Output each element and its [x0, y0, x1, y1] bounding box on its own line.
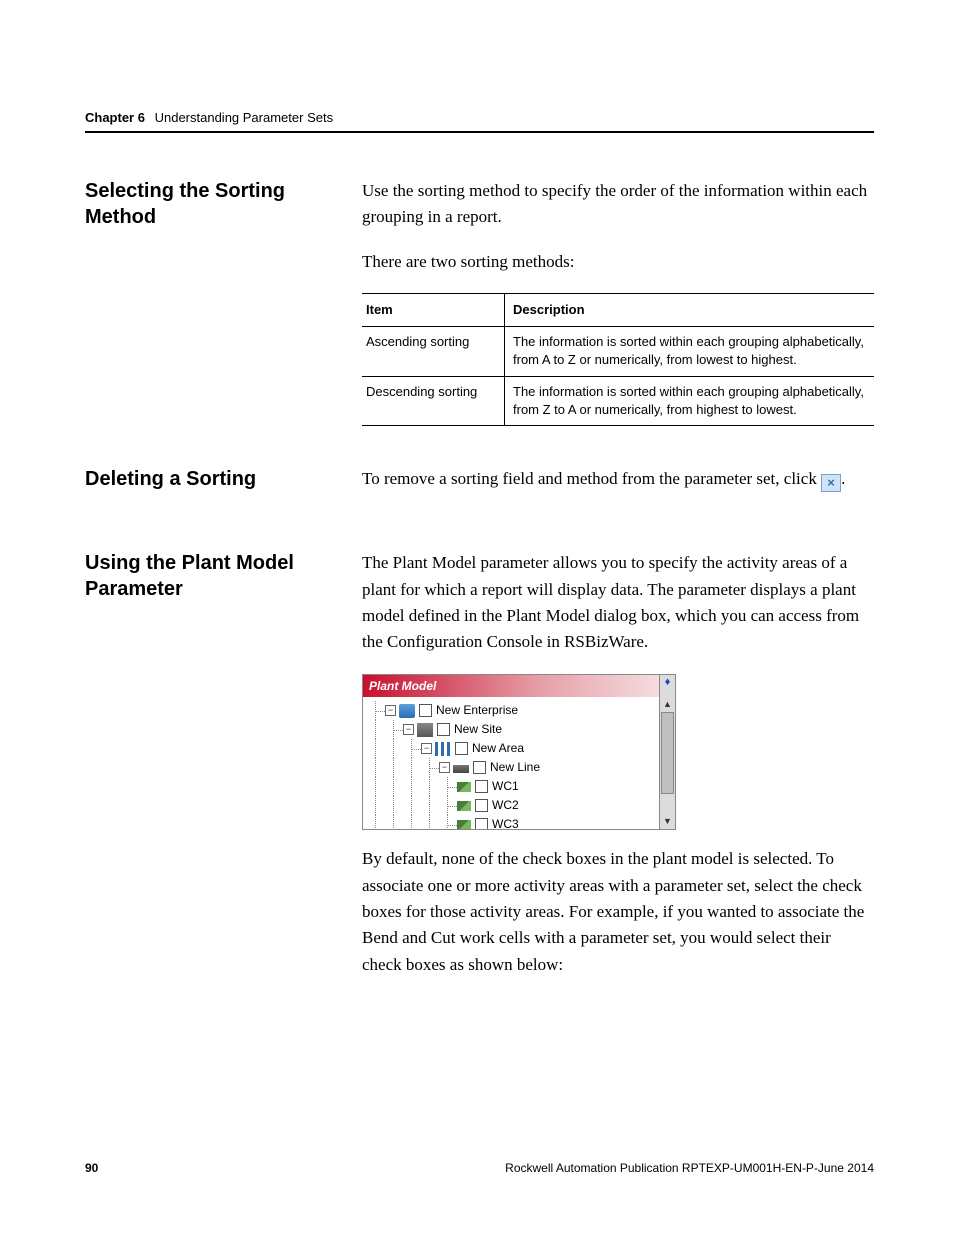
tree-node-label: New Enterprise [436, 701, 518, 720]
sorting-method-table: Item Description Ascending sorting The i… [362, 293, 874, 426]
wc-icon [457, 782, 471, 792]
table-header-description: Description [505, 294, 875, 327]
wc-icon [457, 820, 471, 830]
checkbox[interactable] [419, 704, 432, 717]
sorting-method-para2: There are two sorting methods: [362, 249, 874, 275]
cell-desc: The information is sorted within each gr… [505, 327, 875, 376]
tree-node-label: New Line [490, 758, 540, 777]
tree-node-label: New Site [454, 720, 502, 739]
plant-model-para2: By default, none of the check boxes in t… [362, 846, 874, 978]
tree-node[interactable]: − New Site [367, 720, 655, 739]
area-icon [435, 742, 451, 756]
tree-node[interactable]: − New Enterprise [367, 701, 655, 720]
checkbox[interactable] [475, 799, 488, 812]
tree-node[interactable]: − New Area [367, 739, 655, 758]
section-plant-model: Using the Plant Model Parameter The Plan… [85, 550, 874, 996]
tree-node-label: WC2 [492, 796, 519, 815]
publication-reference: Rockwell Automation Publication RPTEXP-U… [505, 1161, 874, 1175]
collapse-toggle-icon[interactable]: ♦ [659, 675, 675, 698]
plant-model-widget: Plant Model ♦ − New Enterprise − New Site − N… [362, 674, 676, 831]
cell-item: Descending sorting [362, 376, 505, 425]
line-icon [453, 765, 469, 773]
section-sorting-method: Selecting the Sorting Method Use the sor… [85, 178, 874, 426]
scroll-up-icon[interactable]: ▲ [660, 697, 675, 712]
heading-deleting-sorting: Deleting a Sorting [85, 466, 362, 492]
chapter-title: Understanding Parameter Sets [155, 110, 333, 125]
plant-model-tree[interactable]: − New Enterprise − New Site − New Area − New Li… [363, 697, 659, 829]
cell-item: Ascending sorting [362, 327, 505, 376]
running-header: Chapter 6 Understanding Parameter Sets [85, 110, 874, 133]
plant-model-title: Plant Model [363, 675, 659, 698]
table-header-item: Item [362, 294, 505, 327]
wc-icon [457, 801, 471, 811]
scroll-thumb[interactable] [661, 712, 674, 794]
deleting-text-post: . [841, 469, 845, 488]
expand-icon[interactable]: − [421, 743, 432, 754]
deleting-text-pre: To remove a sorting field and method fro… [362, 469, 821, 488]
tree-node[interactable]: WC1 [367, 777, 655, 796]
checkbox[interactable] [473, 761, 486, 774]
tree-node[interactable]: WC3 [367, 815, 655, 829]
checkbox[interactable] [455, 742, 468, 755]
cell-desc: The information is sorted within each gr… [505, 376, 875, 425]
checkbox[interactable] [475, 818, 488, 829]
section-deleting-sorting: Deleting a Sorting To remove a sorting f… [85, 466, 874, 510]
page-footer: 90 Rockwell Automation Publication RPTEX… [85, 1161, 874, 1175]
chapter-number: Chapter 6 [85, 110, 145, 125]
table-row: Ascending sorting The information is sor… [362, 327, 874, 376]
tree-node[interactable]: WC2 [367, 796, 655, 815]
page-number: 90 [85, 1161, 98, 1175]
heading-sorting-method: Selecting the Sorting Method [85, 178, 362, 230]
deleting-sorting-para: To remove a sorting field and method fro… [362, 466, 874, 492]
table-row: Descending sorting The information is so… [362, 376, 874, 425]
expand-icon[interactable]: − [385, 705, 396, 716]
scroll-down-icon[interactable]: ▼ [660, 814, 675, 829]
heading-plant-model: Using the Plant Model Parameter [85, 550, 362, 602]
tree-node-label: New Area [472, 739, 524, 758]
tree-node-label: WC1 [492, 777, 519, 796]
expand-icon[interactable]: − [403, 724, 414, 735]
checkbox[interactable] [475, 780, 488, 793]
tree-node[interactable]: − New Line [367, 758, 655, 777]
expand-icon[interactable]: − [439, 762, 450, 773]
enterprise-icon [399, 704, 415, 718]
scrollbar[interactable]: ▲ ▼ [659, 697, 675, 829]
sorting-method-para1: Use the sorting method to specify the or… [362, 178, 874, 231]
tree-node-label: WC3 [492, 815, 519, 829]
site-icon [417, 723, 433, 737]
plant-model-para1: The Plant Model parameter allows you to … [362, 550, 874, 655]
checkbox[interactable] [437, 723, 450, 736]
delete-icon[interactable]: × [821, 474, 841, 492]
